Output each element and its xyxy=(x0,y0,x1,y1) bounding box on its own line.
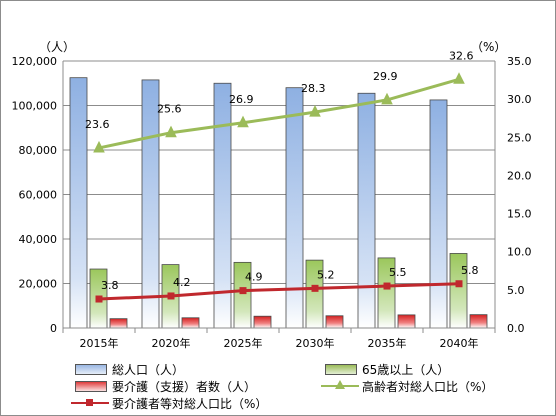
point-care-ratio xyxy=(167,292,175,300)
line-elderly-ratio xyxy=(98,77,460,150)
x-tick-label: 2015年 xyxy=(80,336,119,350)
right-tick-label: 25.0 xyxy=(507,131,532,144)
x-tick-label: 2025年 xyxy=(224,336,263,350)
point-elderly-ratio xyxy=(309,104,321,117)
bar-total-population xyxy=(285,87,304,329)
bar-care-count xyxy=(469,314,488,329)
legend-label: 高齢者対総人口比（%） xyxy=(362,379,494,394)
legend-label: 65歳以上（人） xyxy=(362,362,450,377)
left-axis-unit: （人） xyxy=(39,40,75,54)
point-care-ratio xyxy=(311,284,319,292)
point-elderly-ratio xyxy=(165,125,177,138)
bar-total-population xyxy=(141,79,160,329)
left-tick-label: 100,000 xyxy=(12,100,58,113)
right-tick-label: 5.0 xyxy=(507,284,525,297)
data-label-elderly-ratio: 25.6 xyxy=(157,103,182,116)
data-label-elderly-ratio: 23.6 xyxy=(85,118,110,131)
right-tick-label: 0.0 xyxy=(507,322,525,335)
data-label-care-ratio: 5.2 xyxy=(317,268,335,281)
legend-label: 要介護者等対総人口比（%） xyxy=(112,396,268,411)
legend-label: 要介護（支援）者数（人） xyxy=(112,379,257,394)
x-tick-label: 2040年 xyxy=(440,336,479,350)
legend-label: 総人口（人） xyxy=(112,362,185,377)
bar-care-count xyxy=(253,315,272,329)
chart-plot: 23.6 25.6 26.9 28.3 29.9 32.6 3.8 4.2 4.9 5.2 5.5 5… xyxy=(12,40,532,350)
left-tick-label: 40,000 xyxy=(19,233,58,246)
point-elderly-ratio xyxy=(453,72,465,84)
point-elderly-ratio xyxy=(237,115,249,128)
legend-item-care-count: 要介護（支援）者数（人） xyxy=(71,378,256,394)
right-tick-label: 15.0 xyxy=(507,208,532,221)
point-elderly-ratio xyxy=(381,92,393,105)
x-tick-label: 2020年 xyxy=(152,336,191,350)
line-care-ratio xyxy=(98,282,460,301)
bar-care-count xyxy=(325,315,344,329)
bar-total-population xyxy=(357,92,376,329)
bar-care-count xyxy=(109,318,128,329)
point-care-ratio xyxy=(383,282,391,290)
chart-legend: 総人口（人） 65歳以上（人） 要介護（支援）者数（人） 高齢者対総人口比（%）… xyxy=(71,361,541,411)
right-tick-label: 35.0 xyxy=(507,55,532,68)
legend-item-elderly: 65歳以上（人） xyxy=(321,361,449,377)
left-tick-label: 0 xyxy=(50,322,57,335)
data-label-care-ratio: 4.2 xyxy=(173,276,191,289)
data-label-elderly-ratio: 32.6 xyxy=(449,49,474,62)
legend-item-care-ratio: 要介護者等対総人口比（%） xyxy=(71,395,267,411)
x-tick-label: 2030年 xyxy=(296,336,335,350)
data-label-elderly-ratio: 28.3 xyxy=(301,82,326,95)
point-care-ratio xyxy=(239,287,247,295)
legend-item-total-population: 総人口（人） xyxy=(71,361,184,377)
bar-total-population xyxy=(69,77,88,329)
point-care-ratio xyxy=(455,280,463,288)
point-elderly-ratio xyxy=(93,140,105,153)
left-tick-label: 120,000 xyxy=(12,55,58,68)
left-tick-label: 20,000 xyxy=(19,278,58,291)
right-tick-label: 10.0 xyxy=(507,246,532,259)
bar-care-count xyxy=(397,314,416,329)
bar-total-population xyxy=(429,99,448,329)
data-label-care-ratio: 5.8 xyxy=(461,264,479,277)
bar-care-count xyxy=(181,317,200,329)
left-tick-label: 80,000 xyxy=(19,144,58,157)
point-care-ratio xyxy=(95,295,103,303)
data-label-elderly-ratio: 26.9 xyxy=(229,93,254,106)
right-axis-unit: （%） xyxy=(471,40,506,54)
x-tick-label: 2035年 xyxy=(368,336,407,350)
data-label-care-ratio: 5.5 xyxy=(389,266,407,279)
right-tick-label: 20.0 xyxy=(507,169,532,182)
data-label-elderly-ratio: 29.9 xyxy=(373,70,398,83)
data-label-care-ratio: 3.8 xyxy=(101,279,119,292)
left-tick-label: 60,000 xyxy=(19,189,58,202)
data-label-care-ratio: 4.9 xyxy=(245,271,263,284)
right-tick-label: 30.0 xyxy=(507,93,532,106)
legend-item-elderly-ratio: 高齢者対総人口比（%） xyxy=(321,378,493,394)
